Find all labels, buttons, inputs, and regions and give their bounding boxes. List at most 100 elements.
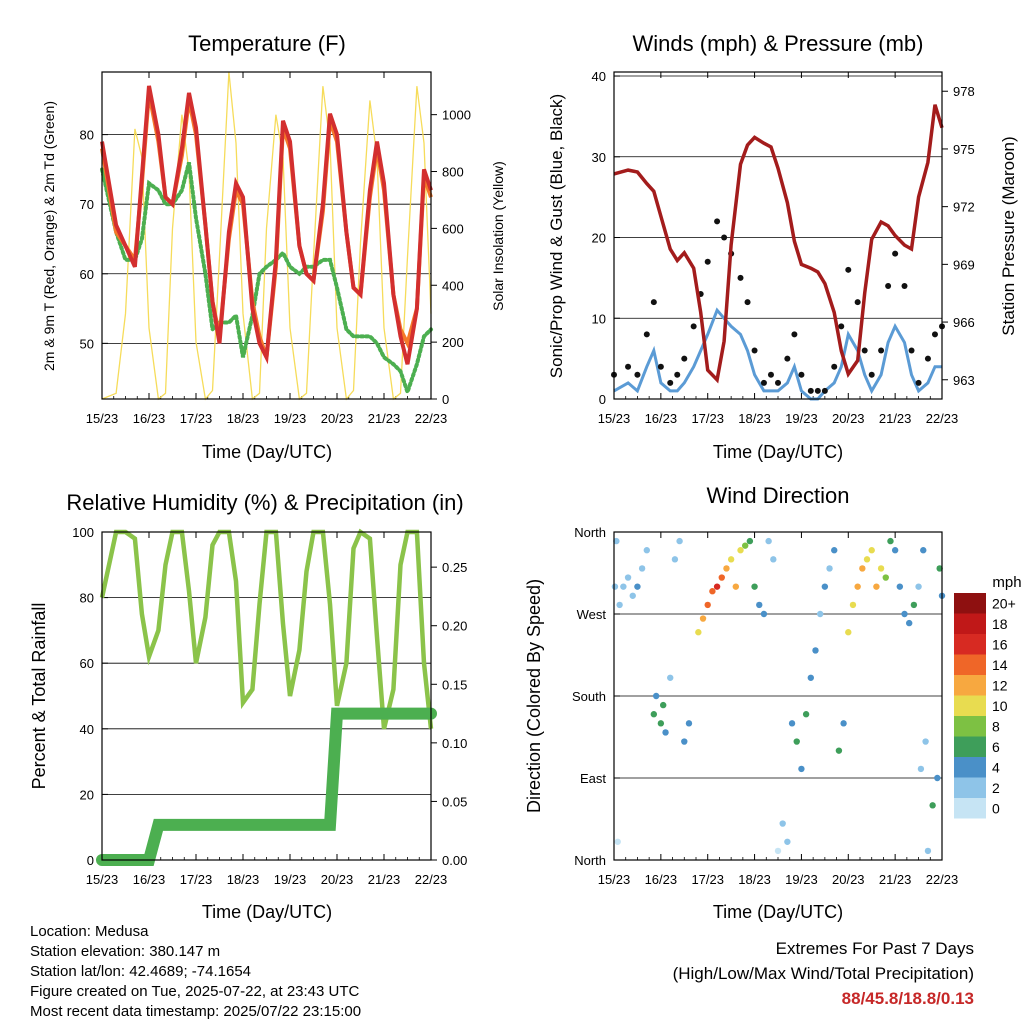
speed-legend-label: 18 (992, 616, 1008, 632)
gust-point (721, 234, 728, 241)
wind-direction-point (910, 601, 918, 609)
temperature-y-tick-label: 80 (80, 128, 94, 143)
gust-point (643, 331, 650, 338)
speed-legend-label: 2 (992, 780, 1000, 796)
humidity-y-right-tick-label: 0.25 (442, 560, 467, 575)
humidity-y-tick-label: 100 (72, 525, 94, 540)
dewpoint-2m-line (100, 161, 433, 399)
humidity-y-tick-label: 60 (80, 656, 94, 671)
wind-direction-point (704, 601, 711, 609)
station-location: Location: Medusa (30, 923, 149, 940)
gust-point (760, 379, 767, 386)
speed-legend-swatch (954, 654, 986, 675)
winds-y-tick-label: 10 (592, 311, 606, 326)
wind-direction-point (699, 615, 707, 622)
humidity-x-tick-label: 17/23 (180, 872, 213, 887)
winds-x-tick-label: 19/23 (785, 411, 818, 426)
wind-direction-point (887, 537, 894, 545)
winds-y-right-tick-label: 963 (953, 373, 975, 388)
wind-direction-point (936, 565, 943, 572)
wind-direction-point (845, 629, 852, 636)
temperature-y-right-tick-label: 600 (442, 221, 464, 236)
humidity-y-tick-label: 20 (80, 787, 94, 802)
wind-direction-point (742, 542, 749, 549)
direction-x-tick-label: 22/23 (926, 872, 959, 887)
extremes-values: 88/45.8/18.8/0.13 (841, 989, 974, 1008)
temperature-y-tick-label: 50 (80, 336, 94, 351)
temperature-x-tick-label: 16/23 (133, 411, 166, 426)
gust-point (775, 379, 781, 386)
humidity-x-tick-label: 20/23 (321, 872, 354, 887)
direction-y-tick-label: West (577, 607, 607, 622)
solar-insolation-line (101, 71, 432, 401)
gust-point (704, 258, 711, 265)
direction-legend-title: mph (992, 574, 1021, 591)
wind-direction-point (681, 738, 688, 745)
humidity-y-right-tick-label: 0.15 (442, 677, 467, 692)
gust-point (791, 331, 798, 338)
humidity-plot-frame (101, 531, 432, 861)
gust-point (767, 371, 774, 378)
wind-direction-point (737, 547, 744, 554)
gust-point (751, 347, 758, 354)
gust-point (868, 371, 875, 378)
wind-direction-point (784, 838, 791, 845)
wind-direction-point (611, 583, 619, 590)
gust-point (931, 331, 938, 338)
extremes-title: Extremes For Past 7 Days (775, 939, 974, 958)
direction-y-tick-label: East (580, 771, 606, 786)
gust-point (821, 387, 828, 394)
speed-legend-swatch (954, 798, 986, 819)
wind-direction-point (920, 547, 927, 554)
wind-direction-point (634, 583, 641, 590)
wind-direction-point (821, 583, 829, 590)
direction-xlabel: Time (Day/UTC) (713, 902, 843, 922)
direction-x-tick-label: 21/23 (879, 872, 912, 887)
gust-point (845, 266, 852, 273)
wind-direction-point (906, 619, 913, 627)
humidity-y-tick-label: 40 (80, 722, 94, 737)
wind-direction-point (802, 711, 810, 718)
speed-legend-swatch (954, 675, 986, 696)
station-info: Location: Medusa Station elevation: 380.… (30, 922, 361, 1022)
gust-point (908, 347, 915, 354)
wind-direction-point (709, 588, 716, 595)
wind-direction-point (676, 537, 683, 545)
speed-legend-label: 0 (992, 800, 1000, 816)
winds-y-right-tick-label: 972 (953, 200, 975, 215)
wind-direction-point (812, 647, 819, 654)
wind-direction-point (915, 583, 922, 590)
gust-point (861, 347, 868, 354)
wind-direction-point (849, 601, 857, 609)
wind-direction-point (650, 711, 658, 718)
gust-point (892, 250, 899, 257)
wind-direction-point (882, 574, 889, 581)
gust-point (690, 323, 697, 330)
winds-x-tick-label: 22/23 (926, 411, 959, 426)
wind-direction-point (835, 747, 843, 754)
wind-direction-point (765, 537, 772, 545)
humidity-x-tick-label: 21/23 (368, 872, 401, 887)
gust-point (744, 299, 751, 306)
wind-direction-point (616, 601, 623, 609)
humidity-y-right-tick-label: 0.10 (442, 736, 467, 751)
humidity-x-tick-label: 19/23 (274, 872, 307, 887)
gust-point (814, 387, 821, 394)
recent-data-timestamp: Most recent data timestamp: 2025/07/22 2… (30, 1003, 362, 1020)
wind-direction-point (868, 547, 875, 554)
winds-y-tick-label: 0 (599, 392, 606, 407)
humidity-y-right-tick-label: 0.05 (442, 794, 467, 809)
wind-direction-point (793, 738, 800, 745)
direction-x-tick-label: 16/23 (645, 872, 678, 887)
total-precipitation-line (96, 707, 437, 866)
speed-legend-swatch (954, 613, 986, 634)
wind-direction-point (798, 765, 805, 773)
gust-point (807, 387, 814, 394)
temperature-y-right-tick-label: 400 (442, 278, 464, 293)
humidity-y-right-tick-label: 0.00 (442, 853, 467, 868)
winds-y-tick-label: 30 (592, 150, 606, 165)
winds-y-right-tick-label: 969 (953, 257, 975, 272)
winds-ylabel-right: Station Pressure (Maroon) (999, 136, 1018, 335)
gust-point (854, 299, 861, 306)
